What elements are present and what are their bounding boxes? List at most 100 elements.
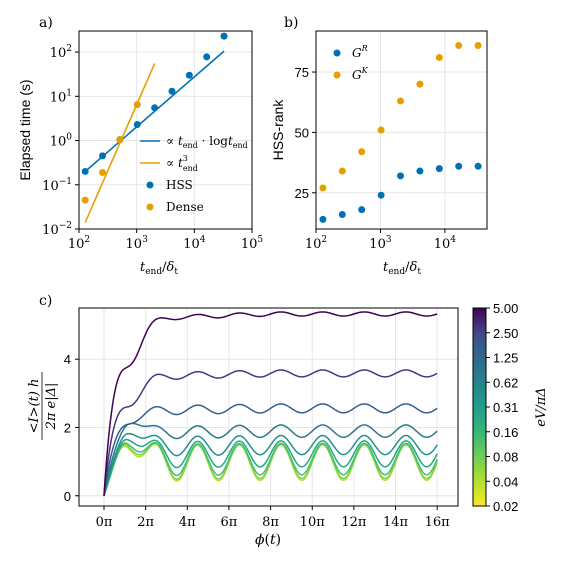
panel-b-xtick-label: 102 <box>305 235 327 252</box>
panel-b-point-gr <box>338 211 346 219</box>
panel-a-ytick-label: 10−2 <box>42 221 72 238</box>
panel-b-point-gk <box>455 41 463 49</box>
panel-b-point-gr <box>358 206 366 214</box>
panel-b-point-gk <box>474 41 482 49</box>
panel-c-ylabel-bottom: 2π e|Δ| <box>44 383 59 431</box>
panel-a-label: a) <box>39 15 53 31</box>
colorbar-gradient <box>473 308 486 506</box>
legend-marker-gr <box>333 49 341 57</box>
panel-c-ytick-label: 0 <box>64 489 71 504</box>
legend-label-tlogt: ∝ tend · logtend <box>166 134 248 150</box>
panel-a-xtick-label: 103 <box>126 235 149 252</box>
panel-b-xlabel: tend/δt <box>383 260 421 277</box>
panel-b-xtick-label: 104 <box>434 235 457 252</box>
panel-a-point-dense <box>116 136 124 144</box>
panel-c-series-0.62 <box>103 422 438 496</box>
panel-b-point-gk <box>319 184 327 192</box>
colorbar-tick-label: 0.08 <box>493 450 518 465</box>
colorbar-tick-label: 1.25 <box>493 351 518 366</box>
panel-b-point-gr <box>397 172 405 180</box>
panel-c-xtick-label: 14π <box>383 515 409 530</box>
colorbar-tick-label: 0.04 <box>493 474 518 489</box>
panel-c-grid <box>79 308 458 506</box>
panel-b-point-gr <box>377 191 385 199</box>
panel-c-ytick-label: 4 <box>64 352 71 367</box>
panel-c-xtick-label: 0π <box>96 515 113 530</box>
panel-c-series-0.31 <box>103 432 438 496</box>
panel-c-xtick-label: 10π <box>300 515 326 530</box>
panel-b-point-gr <box>319 215 327 223</box>
legend-label-hss: HSS <box>166 178 193 192</box>
panel-a-point-dense <box>81 196 89 204</box>
legend-label-gr: GR <box>352 44 368 60</box>
panel-a-point-dense <box>133 101 141 109</box>
panel-a-ylabel: Elapsed time (s) <box>17 79 33 180</box>
colorbar-tick-label: 0.31 <box>493 400 518 415</box>
panel-a-fit-line <box>84 50 225 173</box>
colorbar-tick-label: 5.00 <box>493 301 518 316</box>
panel-a-point-hss <box>168 87 176 95</box>
panel-a-point-hss <box>151 104 159 112</box>
colorbar-tick-label: 0.16 <box>493 425 518 440</box>
legend-marker-hss <box>146 181 154 189</box>
panel-b-ytick-label: 50 <box>295 125 309 140</box>
panel-a-ticks: 102 103 104 105 10−2 10−1 100 101 102 <box>42 44 263 252</box>
panel-a-point-hss <box>133 121 141 129</box>
panel-a-point-hss <box>99 152 107 160</box>
panel-a-xtick-label: 105 <box>241 235 264 252</box>
panel-b-point-gr <box>435 165 443 173</box>
panel-a: a) 102 103 104 105 10−2 10−1 100 101 102 Elapsed… <box>17 15 263 277</box>
panel-c-xtick-label: 12π <box>341 515 367 530</box>
panel-c-lines <box>103 311 438 497</box>
panel-b-point-gk <box>338 167 346 175</box>
panel-a-ytick-label: 102 <box>50 44 72 61</box>
colorbar-tick-label: 0.62 <box>493 375 518 390</box>
panel-a-ytick-label: 101 <box>50 88 72 105</box>
panel-c-ticks: 0π 2π 4π 6π 8π 10π 12π 14π 16π 0 2 4 <box>64 352 450 530</box>
panel-a-point-hss <box>203 53 211 61</box>
panel-c-xtick-label: 16π <box>425 515 451 530</box>
panel-b: b) 102 103 104 25 50 75 HSS-rank tend/δt GR G… <box>270 15 488 277</box>
panel-b-point-gk <box>435 54 443 62</box>
panel-c-frame <box>78 307 459 507</box>
legend-label-t3: ∝ t3 end <box>166 154 198 173</box>
panel-b-point-gk <box>358 148 366 156</box>
panel-c-xtick-label: 6π <box>221 515 238 530</box>
panel-c-xlabel: ϕ(t) <box>255 532 281 548</box>
panel-c-series-2.5 <box>103 369 438 496</box>
panel-b-xtick-label: 103 <box>369 235 392 252</box>
panel-c-ylabel-top: <I>(t) h <box>27 379 42 434</box>
panel-b-point-gr <box>455 162 463 170</box>
panel-b-legend: GR GK <box>333 44 369 82</box>
panel-b-label: b) <box>284 15 298 31</box>
colorbar-ticks: 5.00 2.50 1.25 0.62 0.31 0.16 0.08 0.04 0.02 <box>486 301 518 514</box>
svg-text:tend/δt: tend/δt <box>140 260 178 277</box>
panel-a-xtick-label: 104 <box>183 235 206 252</box>
panel-b-point-gr <box>474 162 482 170</box>
panel-a-frame <box>78 30 253 230</box>
panel-c-series-5 <box>103 311 438 496</box>
panel-a-point-hss <box>220 32 228 40</box>
panel-c: c) 0π 2π 4π 6π 8π 10π 12π 14π 16π 0 2 4 <I>(t) h 2π… <box>27 293 459 548</box>
panel-b-ytick-label: 75 <box>295 65 309 80</box>
colorbar-tick-label: 0.02 <box>493 499 518 514</box>
panel-a-point-dense <box>99 168 107 176</box>
panel-b-point-gk <box>416 80 424 88</box>
panel-c-ytick-label: 2 <box>64 420 71 435</box>
panel-b-points <box>319 41 482 223</box>
panel-b-ylabel: HSS-rank <box>270 99 286 161</box>
panel-b-grid <box>315 31 487 229</box>
panel-b-point-gk <box>377 126 385 134</box>
panel-a-xlabel: tend/δt <box>140 260 178 277</box>
legend-label-dense: Dense <box>166 200 204 214</box>
panel-a-point-hss <box>81 167 89 175</box>
panel-a-point-hss <box>185 71 193 79</box>
panel-c-xtick-label: 8π <box>262 515 279 530</box>
panel-a-ytick-label: 100 <box>50 133 73 150</box>
panel-c-series-1.25 <box>103 403 438 496</box>
legend-label-gk: GK <box>352 66 369 82</box>
panel-b-ytick-label: 25 <box>295 186 309 201</box>
panel-a-ytick-label: 10−1 <box>42 177 72 194</box>
panel-a-xtick-label: 102 <box>68 235 90 252</box>
